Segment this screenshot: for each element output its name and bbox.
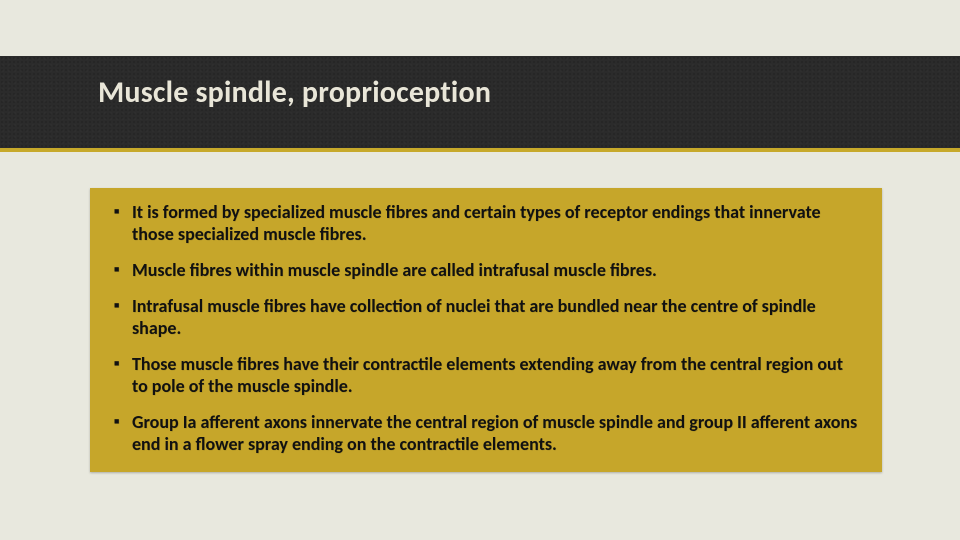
slide-title: Muscle spindle, proprioception [98,74,491,111]
bullet-item: Intrafusal muscle fibres have collection… [114,296,862,340]
bullet-item: It is formed by specialized muscle fibre… [114,202,862,246]
bullet-item: Group Ia afferent axons innervate the ce… [114,412,862,456]
header-accent-underline [0,148,960,152]
content-box: It is formed by specialized muscle fibre… [90,188,882,472]
bullet-list: It is formed by specialized muscle fibre… [114,202,862,456]
bullet-item: Those muscle fibres have their contracti… [114,354,862,398]
bullet-item: Muscle fibres within muscle spindle are … [114,260,862,282]
slide: Muscle spindle, proprioception It is for… [0,0,960,540]
header-band: Muscle spindle, proprioception [0,56,960,152]
